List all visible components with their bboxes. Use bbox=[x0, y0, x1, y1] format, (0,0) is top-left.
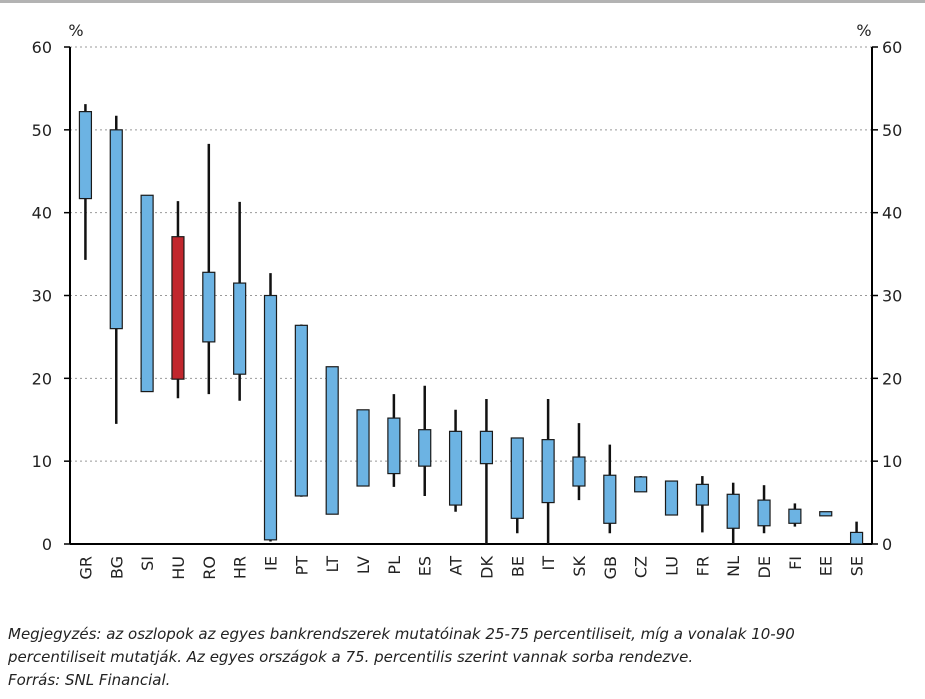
box bbox=[572, 456, 586, 487]
y2-tick-label: 30 bbox=[882, 287, 902, 306]
x-tick-label: GB bbox=[601, 556, 620, 579]
box bbox=[541, 439, 555, 504]
x-tick-label: FR bbox=[693, 556, 712, 576]
x-tick-label: NL bbox=[724, 556, 743, 577]
box bbox=[634, 476, 648, 493]
note: percentiliseit mutatják. Az egyes ország… bbox=[8, 648, 694, 666]
x-tick-label: DK bbox=[477, 555, 496, 578]
y2-tick-label: 10 bbox=[882, 452, 902, 471]
box bbox=[849, 531, 864, 545]
x-tick-label: BG bbox=[107, 556, 126, 579]
box bbox=[356, 409, 370, 487]
note: Megjegyzés: az oszlopok az egyes bankren… bbox=[8, 625, 795, 643]
box bbox=[233, 282, 247, 375]
box bbox=[664, 480, 679, 516]
box bbox=[603, 474, 617, 524]
x-tick-label: IT bbox=[539, 556, 558, 571]
box bbox=[695, 483, 709, 506]
y2-tick-label: 20 bbox=[882, 369, 902, 388]
box bbox=[140, 194, 154, 393]
y-tick-label: 0 bbox=[42, 535, 52, 554]
box bbox=[171, 236, 185, 380]
x-tick-label: SI bbox=[138, 556, 157, 571]
x-tick-label: DE bbox=[755, 556, 774, 578]
box bbox=[510, 437, 524, 519]
box bbox=[263, 294, 278, 541]
y-tick-label: 20 bbox=[32, 369, 52, 388]
chart: % % 0 10 20 30 40 50 60 0 10 20 30 40 50 60 GR BG SI HU RO… bbox=[32, 21, 903, 580]
y-tick-label: 50 bbox=[32, 121, 52, 140]
x-tick-label: SE bbox=[848, 556, 867, 576]
y-tick-label: 40 bbox=[32, 204, 52, 223]
box bbox=[294, 324, 308, 497]
x-tick-label: LU bbox=[663, 556, 682, 576]
x-tick-label: RO bbox=[200, 556, 219, 580]
x-tick-label: HU bbox=[169, 556, 188, 580]
y2-tick-label: 60 bbox=[882, 38, 902, 57]
x-tick-label: PL bbox=[385, 556, 404, 575]
x-tick-label: ES bbox=[416, 556, 435, 576]
y-tick-label: 60 bbox=[32, 38, 52, 57]
y2-tick-label: 50 bbox=[882, 121, 902, 140]
y2-tick-label: 0 bbox=[882, 535, 892, 554]
y-axis-label: % bbox=[68, 21, 83, 40]
note: Forrás: SNL Financial. bbox=[8, 671, 171, 689]
y-tick-label: 10 bbox=[32, 452, 52, 471]
x-tick-label: CZ bbox=[632, 556, 651, 578]
box bbox=[387, 417, 401, 475]
x-tick-label: LT bbox=[323, 556, 342, 573]
box bbox=[325, 366, 339, 515]
box bbox=[819, 511, 833, 517]
box bbox=[202, 271, 216, 343]
x-tick-label: BE bbox=[508, 556, 527, 577]
x-tick-label: IE bbox=[262, 556, 281, 571]
x-tick-label: AT bbox=[447, 556, 466, 576]
x-tick-label: PT bbox=[292, 556, 311, 576]
x-tick-label: SK bbox=[570, 556, 589, 577]
x-tick-label: FI bbox=[786, 556, 805, 570]
box bbox=[757, 499, 771, 527]
y-tick-label: 30 bbox=[32, 287, 52, 306]
y2-axis-label: % bbox=[856, 21, 871, 40]
box bbox=[78, 111, 93, 200]
x-tick-label: EE bbox=[817, 556, 836, 576]
box bbox=[109, 129, 123, 330]
box bbox=[726, 493, 740, 529]
box bbox=[418, 429, 432, 467]
box bbox=[788, 508, 802, 524]
x-tick-label: HR bbox=[231, 556, 250, 579]
box bbox=[479, 430, 494, 465]
x-tick-label: LV bbox=[354, 556, 373, 574]
box bbox=[448, 430, 463, 506]
x-tick-label: GR bbox=[76, 556, 95, 580]
y2-tick-label: 40 bbox=[882, 204, 902, 223]
